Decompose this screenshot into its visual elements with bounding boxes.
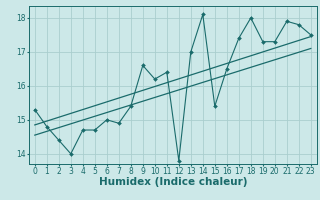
X-axis label: Humidex (Indice chaleur): Humidex (Indice chaleur) (99, 177, 247, 187)
